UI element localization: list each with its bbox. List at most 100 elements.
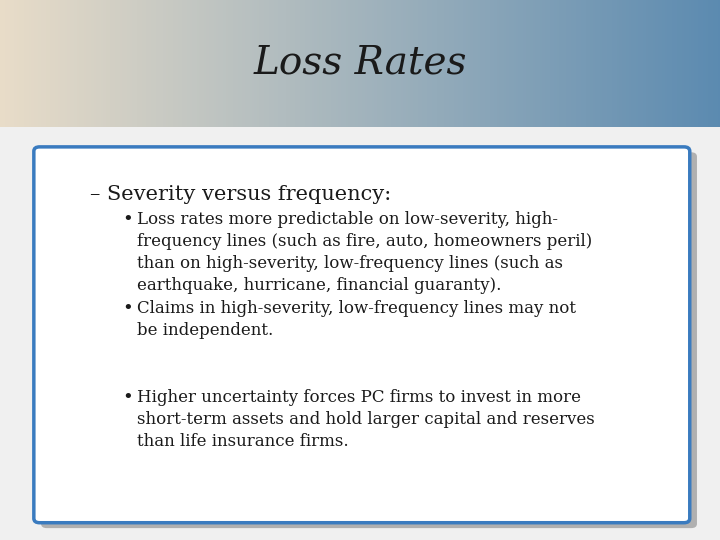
Bar xyxy=(322,0,324,127)
Bar xyxy=(557,0,559,127)
Bar xyxy=(194,0,197,127)
Bar xyxy=(101,0,103,127)
Bar xyxy=(180,0,182,127)
Bar xyxy=(492,0,495,127)
Bar xyxy=(173,0,175,127)
Bar xyxy=(485,0,487,127)
Bar xyxy=(99,0,101,127)
Bar xyxy=(612,0,614,127)
Bar xyxy=(77,0,79,127)
Bar xyxy=(427,0,430,127)
Bar xyxy=(168,0,171,127)
Bar xyxy=(660,0,662,127)
Bar xyxy=(583,0,585,127)
Bar xyxy=(279,0,281,127)
Text: Higher uncertainty forces PC firms to invest in more
short-term assets and hold : Higher uncertainty forces PC firms to in… xyxy=(137,389,595,450)
Bar xyxy=(389,0,391,127)
Bar xyxy=(202,0,204,127)
Bar xyxy=(235,0,238,127)
Bar xyxy=(562,0,564,127)
Bar xyxy=(161,0,163,127)
Bar xyxy=(300,0,302,127)
Bar xyxy=(312,0,315,127)
Bar xyxy=(600,0,603,127)
Bar xyxy=(578,0,581,127)
Bar xyxy=(355,0,358,127)
Bar xyxy=(454,0,456,127)
Bar xyxy=(701,0,703,127)
Bar xyxy=(108,0,110,127)
Bar xyxy=(518,0,521,127)
Bar xyxy=(341,0,343,127)
Bar xyxy=(588,0,590,127)
Bar xyxy=(526,0,528,127)
Bar xyxy=(223,0,225,127)
Bar xyxy=(391,0,394,127)
Bar xyxy=(343,0,346,127)
Bar xyxy=(185,0,187,127)
Bar xyxy=(430,0,432,127)
Bar xyxy=(230,0,233,127)
Bar xyxy=(266,0,269,127)
Bar xyxy=(34,0,36,127)
Bar xyxy=(444,0,446,127)
Bar xyxy=(228,0,230,127)
Bar xyxy=(79,0,81,127)
Bar xyxy=(574,0,576,127)
Bar xyxy=(115,0,117,127)
Bar xyxy=(261,0,264,127)
Bar xyxy=(218,0,221,127)
Bar xyxy=(156,0,158,127)
Bar xyxy=(149,0,151,127)
Bar xyxy=(614,0,617,127)
Bar xyxy=(211,0,214,127)
Bar xyxy=(351,0,353,127)
Bar xyxy=(418,0,420,127)
Bar xyxy=(686,0,689,127)
Bar xyxy=(396,0,398,127)
Bar xyxy=(252,0,254,127)
Bar xyxy=(547,0,549,127)
Bar xyxy=(221,0,223,127)
Bar xyxy=(178,0,180,127)
Bar xyxy=(346,0,348,127)
Bar xyxy=(408,0,410,127)
Bar xyxy=(348,0,351,127)
Bar xyxy=(84,0,86,127)
Bar xyxy=(598,0,600,127)
Bar xyxy=(38,0,41,127)
Text: •: • xyxy=(122,300,133,318)
Bar xyxy=(641,0,643,127)
Bar xyxy=(403,0,405,127)
Bar xyxy=(139,0,142,127)
Bar xyxy=(449,0,451,127)
Bar xyxy=(307,0,310,127)
Bar xyxy=(624,0,626,127)
Bar xyxy=(326,0,329,127)
Bar xyxy=(564,0,567,127)
Bar xyxy=(509,0,511,127)
Bar xyxy=(189,0,192,127)
Bar xyxy=(696,0,698,127)
Bar xyxy=(456,0,459,127)
Bar xyxy=(163,0,166,127)
Bar xyxy=(243,0,245,127)
Bar xyxy=(247,0,250,127)
Bar xyxy=(398,0,401,127)
Bar xyxy=(552,0,554,127)
Bar xyxy=(127,0,130,127)
Bar xyxy=(297,0,300,127)
Bar xyxy=(336,0,338,127)
Bar xyxy=(677,0,679,127)
Text: Loss rates more predictable on low-severity, high-
frequency lines (such as fire: Loss rates more predictable on low-sever… xyxy=(137,211,592,294)
Bar xyxy=(353,0,355,127)
Bar xyxy=(439,0,441,127)
Bar xyxy=(511,0,513,127)
Bar xyxy=(506,0,509,127)
Bar xyxy=(197,0,199,127)
Bar xyxy=(45,0,48,127)
Bar xyxy=(655,0,657,127)
Bar xyxy=(158,0,161,127)
Bar xyxy=(523,0,526,127)
Bar xyxy=(290,0,293,127)
